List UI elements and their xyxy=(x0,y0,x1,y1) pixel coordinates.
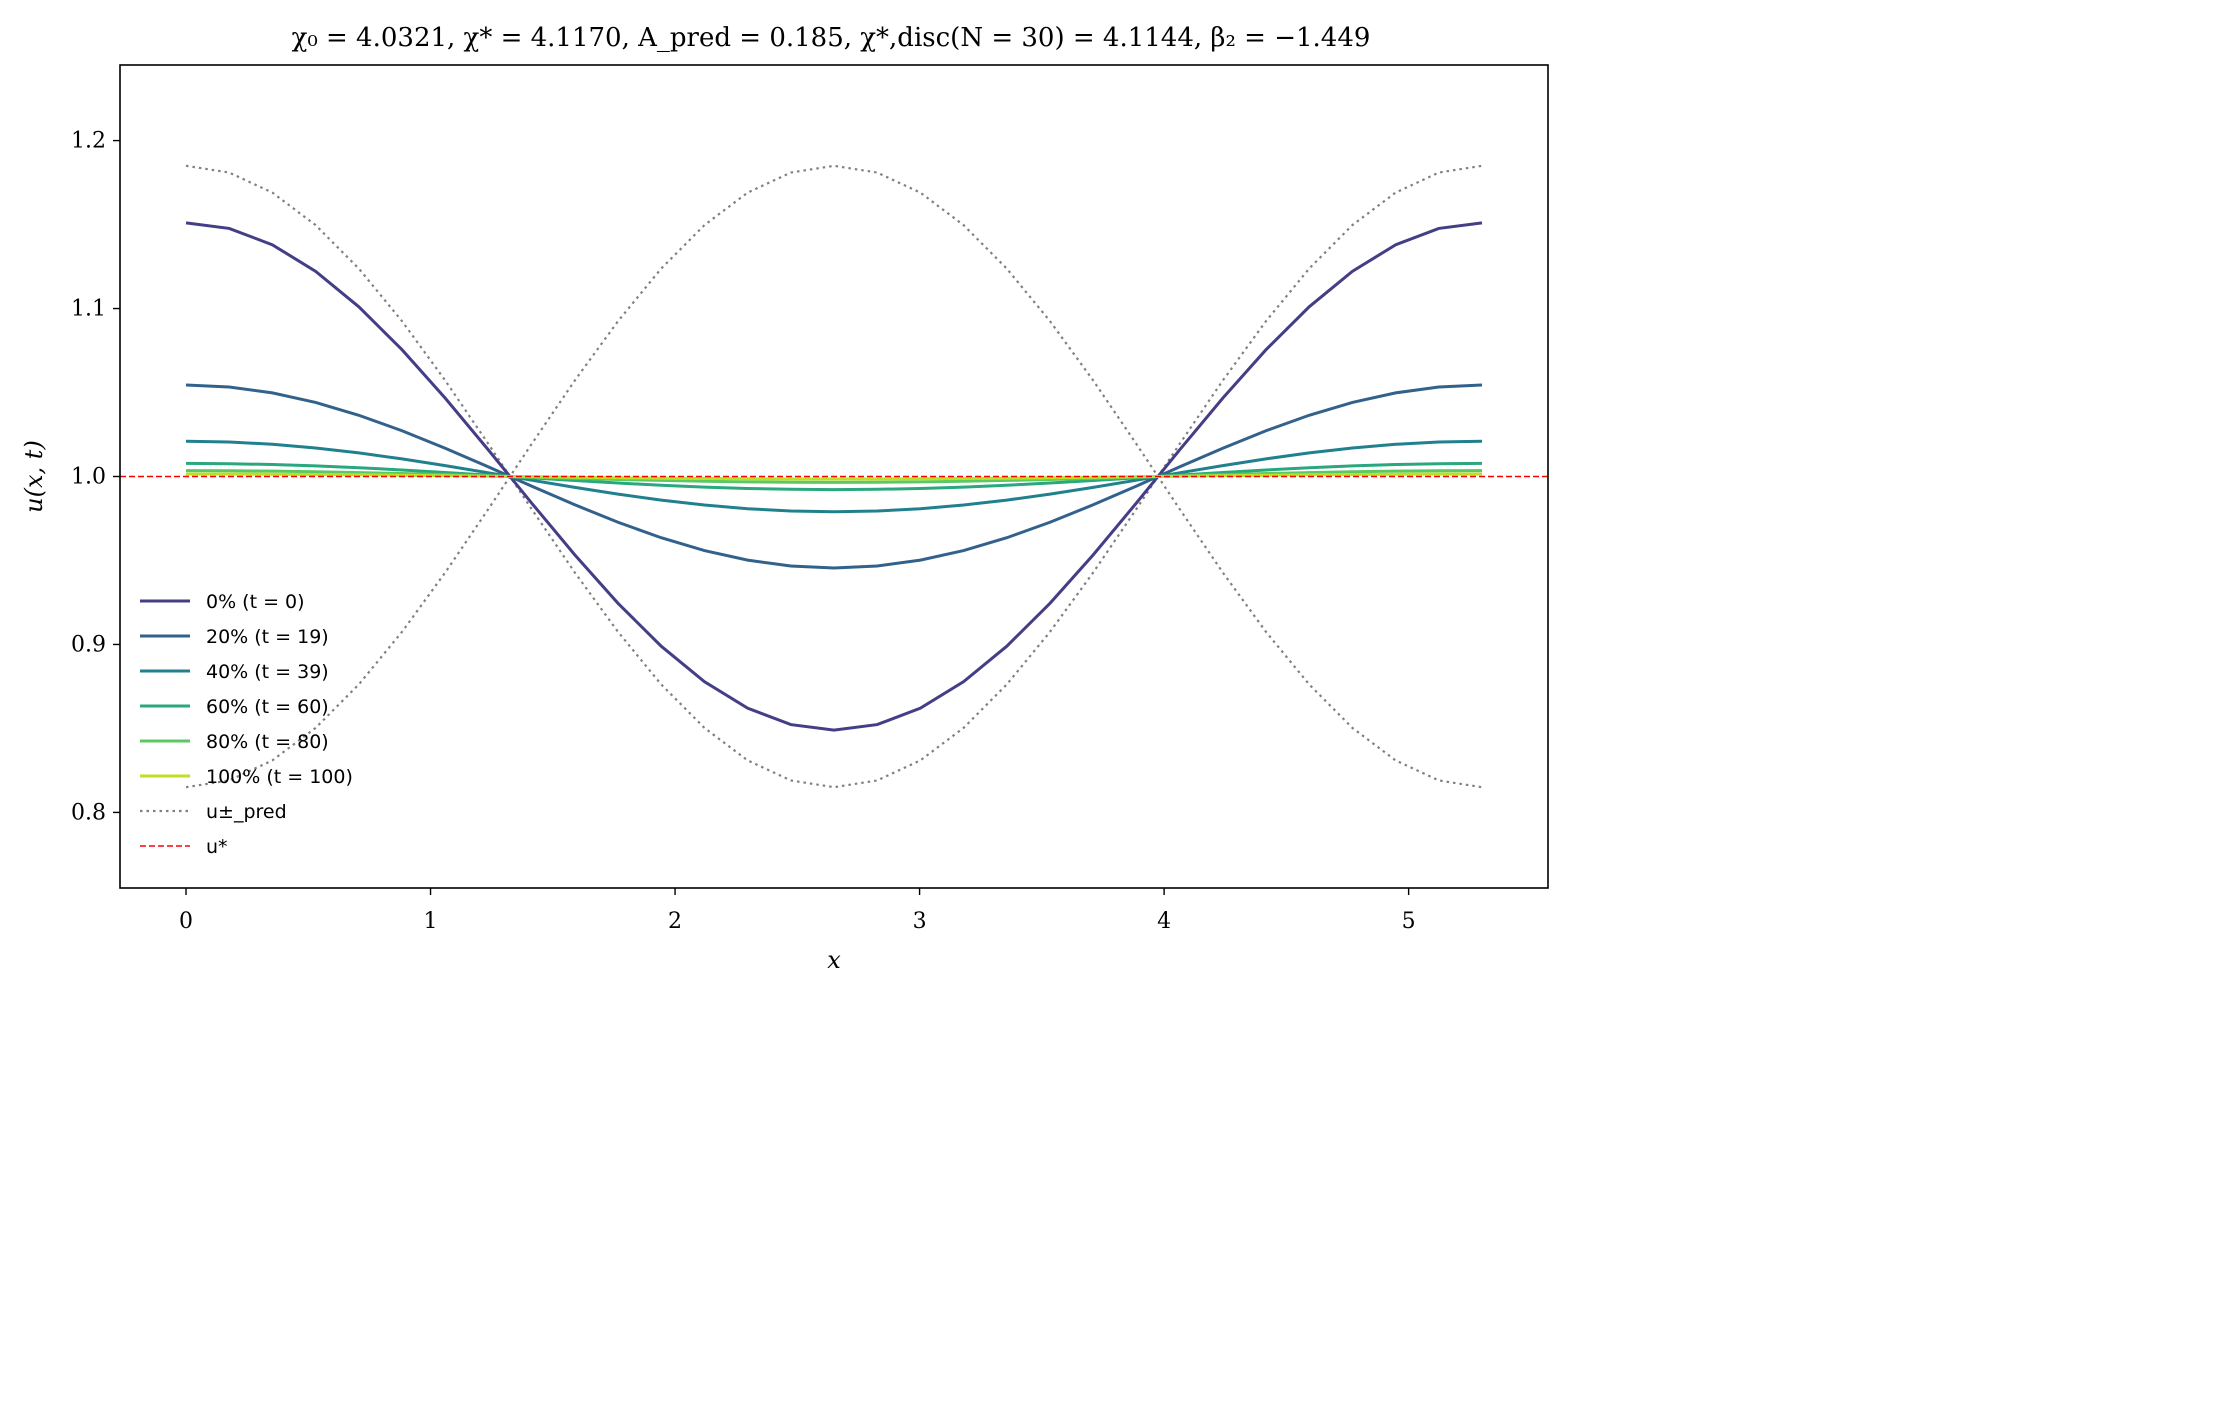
series-line-1 xyxy=(185,383,1483,570)
y-tick-label: 0.8 xyxy=(71,800,106,825)
series-u-pred-minus xyxy=(185,164,1483,789)
y-tick-label: 1.1 xyxy=(71,297,106,322)
legend-label: 80% (t = 80) xyxy=(206,731,329,753)
plot-area xyxy=(120,164,1548,789)
x-tick-label: 0 xyxy=(179,909,193,934)
x-tick-label: 4 xyxy=(1157,909,1171,934)
series-line-5 xyxy=(186,472,1482,481)
legend-label: 100% (t = 100) xyxy=(206,766,353,788)
chart: χ₀ = 4.0321, χ* = 4.1170, A_pred = 0.185… xyxy=(20,23,1549,974)
y-tick-label: 0.9 xyxy=(71,632,106,657)
axes: 0 1 2 3 4 5 0.8 0.9 1.0 1.1 1.2 xyxy=(71,129,1416,934)
series-line-4 xyxy=(186,469,1482,484)
y-tick-label: 1.2 xyxy=(71,129,106,154)
x-tick-label: 1 xyxy=(424,909,438,934)
legend-label: 20% (t = 19) xyxy=(206,626,329,648)
legend-label: u* xyxy=(206,836,228,858)
series-line-0 xyxy=(185,221,1483,732)
legend-label: 0% (t = 0) xyxy=(206,591,305,613)
x-tick-label: 3 xyxy=(913,909,927,934)
legend-label: u±_pred xyxy=(206,801,287,823)
y-tick-label: 1.0 xyxy=(71,465,106,490)
chart-title: χ₀ = 4.0321, χ* = 4.1170, A_pred = 0.185… xyxy=(292,23,1371,53)
legend-label: 40% (t = 39) xyxy=(206,661,329,683)
legend-label: 60% (t = 60) xyxy=(206,696,329,718)
series-line-2 xyxy=(185,439,1483,514)
series-line-3 xyxy=(186,461,1482,492)
y-axis-label: u(x, t) xyxy=(20,440,48,513)
x-axis-label: x xyxy=(827,946,841,974)
x-tick-label: 5 xyxy=(1402,909,1416,934)
x-tick-label: 2 xyxy=(668,909,682,934)
series-u-pred-plus xyxy=(185,164,1483,789)
legend: 0% (t = 0) 20% (t = 19) 40% (t = 39) 60% (t… xyxy=(140,591,353,858)
